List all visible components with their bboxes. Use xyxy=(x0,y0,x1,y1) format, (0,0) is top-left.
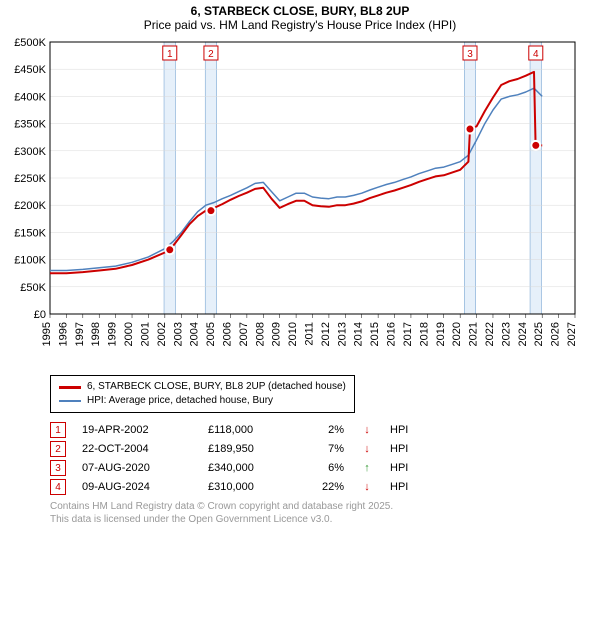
legend-label: HPI: Average price, detached house, Bury xyxy=(87,394,273,408)
x-tick-label: 2006 xyxy=(221,322,233,346)
legend-swatch xyxy=(59,400,81,402)
transaction-pct: 22% xyxy=(304,481,344,493)
transaction-price: £340,000 xyxy=(208,462,288,474)
legend-row: 6, STARBECK CLOSE, BURY, BL8 2UP (detach… xyxy=(59,380,346,394)
transaction-date: 22-OCT-2004 xyxy=(82,443,192,455)
x-tick-label: 1995 xyxy=(41,322,53,346)
x-tick-label: 2025 xyxy=(533,322,545,346)
transaction-table: 1 19-APR-2002 £118,000 2% ↓ HPI 2 22-OCT-2004 £1… xyxy=(50,422,600,495)
transaction-price: £118,000 xyxy=(208,424,288,436)
x-tick-label: 2018 xyxy=(418,322,430,346)
x-tick-label: 2010 xyxy=(287,322,299,346)
transaction-dot xyxy=(466,125,475,134)
transaction-hpi-label: HPI xyxy=(390,481,420,493)
transaction-hpi-label: HPI xyxy=(390,443,420,455)
transaction-pct: 7% xyxy=(304,443,344,455)
transaction-marker-label: 4 xyxy=(533,49,539,60)
transaction-marker-label: 3 xyxy=(467,49,473,60)
transaction-date: 07-AUG-2020 xyxy=(82,462,192,474)
transaction-dot xyxy=(531,141,540,150)
x-tick-label: 1997 xyxy=(74,322,86,346)
transaction-row: 4 09-AUG-2024 £310,000 22% ↓ HPI xyxy=(50,479,600,495)
x-tick-label: 2023 xyxy=(500,322,512,346)
chart-title-line2: Price paid vs. HM Land Registry's House … xyxy=(0,18,600,32)
x-tick-label: 2011 xyxy=(304,322,316,346)
x-tick-label: 2026 xyxy=(550,322,562,346)
y-tick-label: £200K xyxy=(14,200,46,212)
x-tick-label: 2013 xyxy=(336,322,348,346)
transaction-date: 09-AUG-2024 xyxy=(82,481,192,493)
line-chart: £0 £50K £100K £150K £200K £250K £300K £350K £400… xyxy=(0,34,600,364)
transaction-marker: 2 xyxy=(50,441,66,457)
x-tick-label: 2021 xyxy=(468,322,480,346)
y-tick-label: £50K xyxy=(20,282,46,294)
transaction-hpi-label: HPI xyxy=(390,462,420,474)
y-tick-label: £0 xyxy=(34,309,46,321)
x-tick-label: 2024 xyxy=(517,322,529,346)
y-tick-label: £300K xyxy=(14,146,46,158)
x-tick-label: 2022 xyxy=(484,322,496,346)
transaction-row: 2 22-OCT-2004 £189,950 7% ↓ HPI xyxy=(50,441,600,457)
x-tick-label: 2002 xyxy=(156,322,168,346)
x-tick-label: 2000 xyxy=(123,322,135,346)
chart-title-line1: 6, STARBECK CLOSE, BURY, BL8 2UP xyxy=(0,4,600,18)
x-tick-label: 2004 xyxy=(189,322,201,346)
legend-box: 6, STARBECK CLOSE, BURY, BL8 2UP (detach… xyxy=(50,375,355,413)
legend-label: 6, STARBECK CLOSE, BURY, BL8 2UP (detach… xyxy=(87,380,346,394)
chart-area: £0 £50K £100K £150K £200K £250K £300K £350K £400… xyxy=(0,34,600,369)
legend-swatch xyxy=(59,386,81,389)
transaction-dot xyxy=(206,206,215,215)
transaction-marker: 4 xyxy=(50,479,66,495)
transaction-price: £189,950 xyxy=(208,443,288,455)
arrow-down-icon: ↓ xyxy=(360,481,374,493)
x-tick-label: 2019 xyxy=(435,322,447,346)
page-root: 6, STARBECK CLOSE, BURY, BL8 2UP Price p… xyxy=(0,4,600,624)
footer-line2: This data is licensed under the Open Gov… xyxy=(50,514,584,527)
y-tick-label: £250K xyxy=(14,173,46,185)
legend-row: HPI: Average price, detached house, Bury xyxy=(59,394,346,408)
transaction-pct: 2% xyxy=(304,424,344,436)
transaction-dot xyxy=(165,245,174,254)
x-tick-label: 2027 xyxy=(566,322,578,346)
x-tick-label: 2001 xyxy=(139,322,151,346)
footer-line1: Contains HM Land Registry data © Crown c… xyxy=(50,501,584,514)
x-tick-label: 2008 xyxy=(254,322,266,346)
footer-attribution: Contains HM Land Registry data © Crown c… xyxy=(50,501,584,526)
arrow-down-icon: ↓ xyxy=(360,424,374,436)
transaction-row: 1 19-APR-2002 £118,000 2% ↓ HPI xyxy=(50,422,600,438)
y-tick-label: £150K xyxy=(14,227,46,239)
x-tick-label: 2009 xyxy=(271,322,283,346)
transaction-row: 3 07-AUG-2020 £340,000 6% ↑ HPI xyxy=(50,460,600,476)
x-tick-label: 2007 xyxy=(238,322,250,346)
x-tick-label: 2020 xyxy=(451,322,463,346)
x-tick-label: 2003 xyxy=(172,322,184,346)
arrow-down-icon: ↓ xyxy=(360,443,374,455)
x-tick-label: 1996 xyxy=(57,322,69,346)
transaction-price: £310,000 xyxy=(208,481,288,493)
y-tick-label: £400K xyxy=(14,91,46,103)
transaction-marker: 1 xyxy=(50,422,66,438)
x-tick-label: 2015 xyxy=(369,322,381,346)
x-tick-label: 1999 xyxy=(107,322,119,346)
y-tick-label: £450K xyxy=(14,64,46,76)
x-tick-label: 2005 xyxy=(205,322,217,346)
x-tick-label: 2017 xyxy=(402,322,414,346)
x-tick-label: 1998 xyxy=(90,322,102,346)
transaction-pct: 6% xyxy=(304,462,344,474)
transaction-marker-label: 2 xyxy=(208,49,214,60)
x-tick-label: 2012 xyxy=(320,322,332,346)
x-tick-label: 2014 xyxy=(353,322,365,346)
transaction-marker-label: 1 xyxy=(167,49,173,60)
arrow-up-icon: ↑ xyxy=(360,462,374,474)
y-tick-label: £350K xyxy=(14,119,46,131)
transaction-marker: 3 xyxy=(50,460,66,476)
y-tick-label: £500K xyxy=(14,37,46,49)
y-tick-label: £100K xyxy=(14,255,46,267)
transaction-date: 19-APR-2002 xyxy=(82,424,192,436)
transaction-hpi-label: HPI xyxy=(390,424,420,436)
x-tick-label: 2016 xyxy=(386,322,398,346)
